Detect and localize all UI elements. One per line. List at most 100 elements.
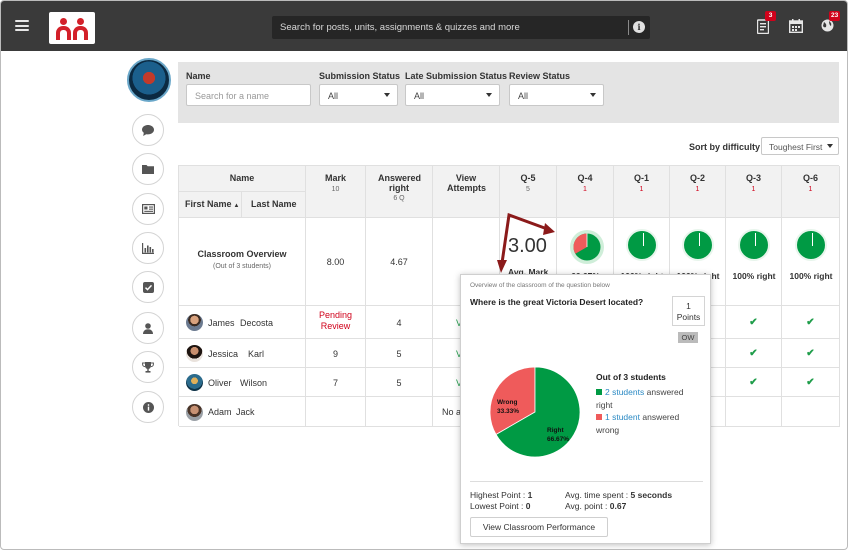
- question-header-label: Q-5: [520, 173, 536, 183]
- mark-column-header: Mark 10: [306, 166, 366, 218]
- chevron-down-icon: [486, 93, 492, 97]
- question-header-6[interactable]: Q-6 1: [782, 166, 840, 218]
- last-name-sort-header[interactable]: Last Name: [242, 192, 306, 218]
- student-answered-right: 5: [366, 368, 433, 397]
- question-header-5[interactable]: Q-3 1: [726, 166, 782, 218]
- student-mark[interactable]: Pending Review: [306, 306, 366, 339]
- student-name-cell[interactable]: Jessica Karl: [179, 339, 306, 368]
- question-header-points: 1: [808, 186, 813, 193]
- check-icon: ✔: [806, 317, 815, 328]
- question-overview-cell-6[interactable]: 100% right: [782, 218, 840, 306]
- assignments-icon[interactable]: 3: [756, 11, 776, 35]
- sort-value: Toughest First: [769, 142, 823, 152]
- info-icon[interactable]: i: [633, 21, 645, 33]
- student-first-name: James: [208, 318, 235, 328]
- question-result-cell: [782, 397, 840, 427]
- rail-reports-button[interactable]: [132, 232, 164, 264]
- popover-divider: [470, 481, 703, 482]
- average-time-value: 5 seconds: [630, 490, 673, 500]
- question-header-3[interactable]: Q-1 1: [614, 166, 670, 218]
- sort-select[interactable]: Toughest First: [761, 137, 839, 155]
- pie-label-right: Right: [547, 427, 564, 434]
- rail-achievements-button[interactable]: [132, 351, 164, 383]
- student-mark: 9: [306, 339, 366, 368]
- points-value: 1: [686, 301, 691, 311]
- question-result-cell: ✔: [782, 339, 840, 368]
- pie-slice-wrong: [489, 366, 536, 436]
- app-logo[interactable]: [49, 12, 95, 44]
- user-icon: [133, 313, 163, 343]
- question-donut-chart[interactable]: [682, 229, 714, 261]
- folder-icon: [133, 154, 163, 184]
- question-overview-cell-5[interactable]: 100% right: [726, 218, 782, 306]
- student-first-name: Oliver: [208, 378, 232, 388]
- student-avatar: [186, 314, 203, 331]
- question-header-1[interactable]: Q-5 5: [500, 166, 557, 218]
- answered-header-label: Answered right: [378, 173, 422, 193]
- rail-tasks-button[interactable]: [132, 271, 164, 303]
- lowest-point-label: Lowest Point :: [470, 501, 524, 511]
- mark-header-max: 10: [331, 186, 340, 193]
- legend-wrong: 1 student answered wrong: [596, 411, 696, 437]
- rail-discussions-button[interactable]: [132, 114, 164, 146]
- student-answered-right: 4: [366, 306, 433, 339]
- globe-icon[interactable]: 23: [821, 11, 841, 34]
- notifications-badge: 23: [829, 11, 841, 21]
- lowest-point: Lowest Point : 0: [470, 501, 531, 511]
- calendar-icon[interactable]: [788, 19, 804, 34]
- pending-review-link[interactable]: Pending Review: [318, 310, 353, 331]
- highest-point-value: 1: [527, 490, 533, 500]
- rail-members-button[interactable]: [132, 312, 164, 344]
- course-avatar[interactable]: [127, 58, 171, 102]
- wrong-students-text: answered wrong: [596, 412, 680, 435]
- question-result-cell: ✔: [782, 306, 840, 339]
- question-header-points: 5: [526, 186, 530, 193]
- sort-asc-icon: ▲: [233, 203, 240, 209]
- name-search-input[interactable]: Search for a name: [186, 84, 311, 106]
- bar-chart-icon: [133, 233, 163, 263]
- question-donut-chart[interactable]: [795, 229, 827, 261]
- question-header-label: Q-6: [802, 173, 818, 183]
- wrong-students-link[interactable]: 1 student: [605, 412, 640, 422]
- question-header-label: Q-1: [633, 173, 649, 183]
- student-name-cell[interactable]: Oliver Wilson: [179, 368, 306, 397]
- q4-donut-chart[interactable]: [569, 229, 605, 265]
- submission-status-select[interactable]: All: [319, 84, 398, 106]
- id-card-icon: [133, 194, 163, 224]
- question-result-cell: ✔: [726, 339, 782, 368]
- student-avatar: [186, 374, 203, 391]
- view-classroom-performance-button[interactable]: View Classroom Performance: [470, 517, 608, 537]
- rail-info-button[interactable]: [132, 391, 164, 423]
- right-students-link[interactable]: 2 students: [605, 387, 645, 397]
- answered-column-header: Answered right 6 Q: [366, 166, 433, 218]
- classroom-overview-title: Classroom Overview: [197, 249, 287, 259]
- student-last-name: Karl: [248, 349, 265, 359]
- name-filter-label: Name: [186, 71, 211, 81]
- popover-caption: Overview of the classroom of the questio…: [470, 282, 610, 289]
- student-name-cell[interactable]: James Decosta: [179, 306, 306, 339]
- late-submission-select[interactable]: All: [405, 84, 500, 106]
- classroom-overview-cell: Classroom Overview (Out of 3 students): [179, 218, 306, 306]
- first-name-sort-header[interactable]: First Name ▲: [179, 192, 242, 218]
- right-students-text: answered right: [596, 387, 684, 410]
- question-header-2[interactable]: Q-4 1: [557, 166, 614, 218]
- search-divider: [628, 20, 629, 35]
- global-search[interactable]: Search for posts, units, assignments & q…: [272, 16, 650, 39]
- question-header-4[interactable]: Q-2 1: [670, 166, 726, 218]
- check-icon: ✔: [806, 377, 815, 388]
- question-result-cell: [726, 397, 782, 427]
- legend-wrong-swatch: [596, 414, 602, 420]
- question-donut-chart[interactable]: [738, 229, 770, 261]
- pie-percent-wrong: 33.33%: [497, 408, 519, 415]
- right-wrong-pie-chart: Right 66.67% Wrong 33.33%: [489, 366, 581, 458]
- average-time-label: Avg. time spent :: [565, 490, 629, 500]
- rail-files-button[interactable]: [132, 153, 164, 185]
- rail-gradebook-button[interactable]: [132, 193, 164, 225]
- chat-icon: [133, 115, 163, 145]
- student-name-cell[interactable]: Adam Jack: [179, 397, 306, 427]
- review-status-select[interactable]: All: [509, 84, 604, 106]
- question-donut-chart[interactable]: [626, 229, 658, 261]
- menu-icon[interactable]: [15, 20, 29, 31]
- student-last-name: Decosta: [240, 318, 274, 328]
- q5-average-mark: 3.00: [508, 235, 547, 257]
